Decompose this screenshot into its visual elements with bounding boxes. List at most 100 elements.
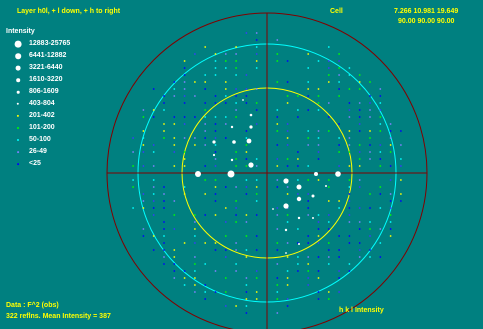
- weak-reflection: [152, 214, 155, 216]
- weak-reflection: [297, 95, 299, 97]
- weak-reflection: [152, 88, 155, 90]
- weak-reflection: [173, 249, 176, 251]
- weak-reflection: [276, 165, 279, 167]
- weak-reflection: [317, 235, 320, 237]
- weak-reflection: [358, 130, 361, 132]
- weak-reflection: [235, 305, 238, 307]
- weak-reflection: [183, 158, 186, 160]
- weak-reflection: [276, 284, 279, 286]
- weak-reflection: [214, 144, 217, 146]
- weak-reflection: [142, 130, 145, 132]
- weak-reflection: [358, 88, 361, 90]
- weak-reflection: [317, 102, 320, 104]
- weak-reflection: [379, 102, 382, 104]
- weak-reflection: [132, 165, 135, 167]
- weak-reflection: [276, 39, 279, 41]
- weak-reflection: [194, 291, 196, 293]
- weak-reflection: [245, 221, 248, 223]
- weak-reflection: [327, 221, 330, 223]
- weak-reflection: [358, 256, 361, 258]
- weak-reflection: [327, 116, 330, 118]
- weak-reflection: [235, 95, 238, 97]
- weak-reflection: [214, 130, 217, 132]
- weak-reflection: [286, 284, 289, 286]
- strong-reflection: [249, 125, 253, 129]
- weak-reflection: [276, 116, 279, 118]
- weak-reflection: [255, 46, 258, 48]
- weak-reflection: [358, 116, 361, 118]
- layer-description: Layer h0l, + l down, + h to right: [17, 8, 121, 15]
- weak-reflection: [348, 151, 351, 153]
- weak-reflection: [358, 123, 361, 125]
- weak-reflection: [255, 179, 258, 181]
- weak-reflection: [327, 74, 330, 76]
- weak-reflection: [235, 270, 238, 272]
- weak-reflection: [235, 165, 238, 167]
- weak-reflection: [224, 221, 227, 223]
- weak-reflection: [369, 144, 371, 146]
- weak-reflection: [297, 109, 299, 111]
- weak-reflection: [348, 130, 351, 132]
- weak-reflection: [204, 179, 207, 181]
- weak-reflection: [307, 88, 310, 90]
- weak-reflection: [338, 95, 340, 97]
- strong-reflection: [298, 243, 300, 245]
- weak-reflection: [286, 277, 289, 279]
- weak-reflection: [255, 158, 258, 160]
- weak-reflection: [317, 214, 320, 216]
- strong-reflection: [283, 178, 289, 184]
- weak-reflection: [224, 256, 227, 258]
- weak-reflection: [152, 109, 155, 111]
- weak-reflection: [235, 102, 238, 104]
- weak-reflection: [214, 242, 217, 244]
- weak-reflection: [214, 53, 217, 55]
- weak-reflection: [142, 235, 145, 237]
- weak-reflection: [214, 214, 217, 216]
- weak-reflection: [163, 249, 165, 251]
- weak-reflection: [163, 263, 165, 265]
- weak-reflection: [348, 270, 351, 272]
- weak-reflection: [307, 277, 310, 279]
- weak-reflection: [369, 102, 371, 104]
- weak-reflection: [307, 235, 310, 237]
- strong-reflection: [246, 138, 252, 144]
- weak-reflection: [286, 165, 289, 167]
- weak-reflection: [358, 109, 361, 111]
- weak-reflection: [327, 291, 330, 293]
- weak-reflection: [276, 144, 279, 146]
- weak-reflection: [317, 179, 320, 181]
- strong-reflection: [297, 216, 301, 220]
- weak-reflection: [307, 144, 310, 146]
- weak-reflection: [235, 109, 238, 111]
- weak-reflection: [235, 88, 238, 90]
- weak-reflection: [245, 277, 248, 279]
- weak-reflection: [369, 95, 371, 97]
- legend-label: 403-804: [29, 100, 55, 107]
- weak-reflection: [348, 263, 351, 265]
- small-dot-icon: [16, 78, 20, 82]
- weak-reflection: [369, 109, 371, 111]
- weak-reflection: [317, 88, 320, 90]
- weak-reflection: [369, 249, 371, 251]
- weak-reflection: [224, 67, 227, 69]
- weak-reflection: [255, 277, 258, 279]
- weak-reflection: [369, 137, 371, 139]
- weak-reflection: [163, 95, 165, 97]
- weak-reflection: [379, 130, 382, 132]
- strong-reflection: [232, 140, 236, 144]
- weak-reflection: [348, 74, 351, 76]
- weak-reflection: [317, 242, 320, 244]
- weak-reflection: [163, 109, 165, 111]
- weak-reflection: [132, 137, 135, 139]
- weak-reflection: [255, 186, 258, 188]
- weak-reflection: [358, 179, 361, 181]
- weak-reflection: [389, 130, 392, 132]
- weak-reflection: [235, 221, 238, 223]
- weak-reflection: [379, 228, 382, 230]
- weak-reflection: [297, 270, 299, 272]
- legend-item: <25: [6, 159, 96, 169]
- weak-reflection: [224, 277, 227, 279]
- weak-reflection: [317, 109, 320, 111]
